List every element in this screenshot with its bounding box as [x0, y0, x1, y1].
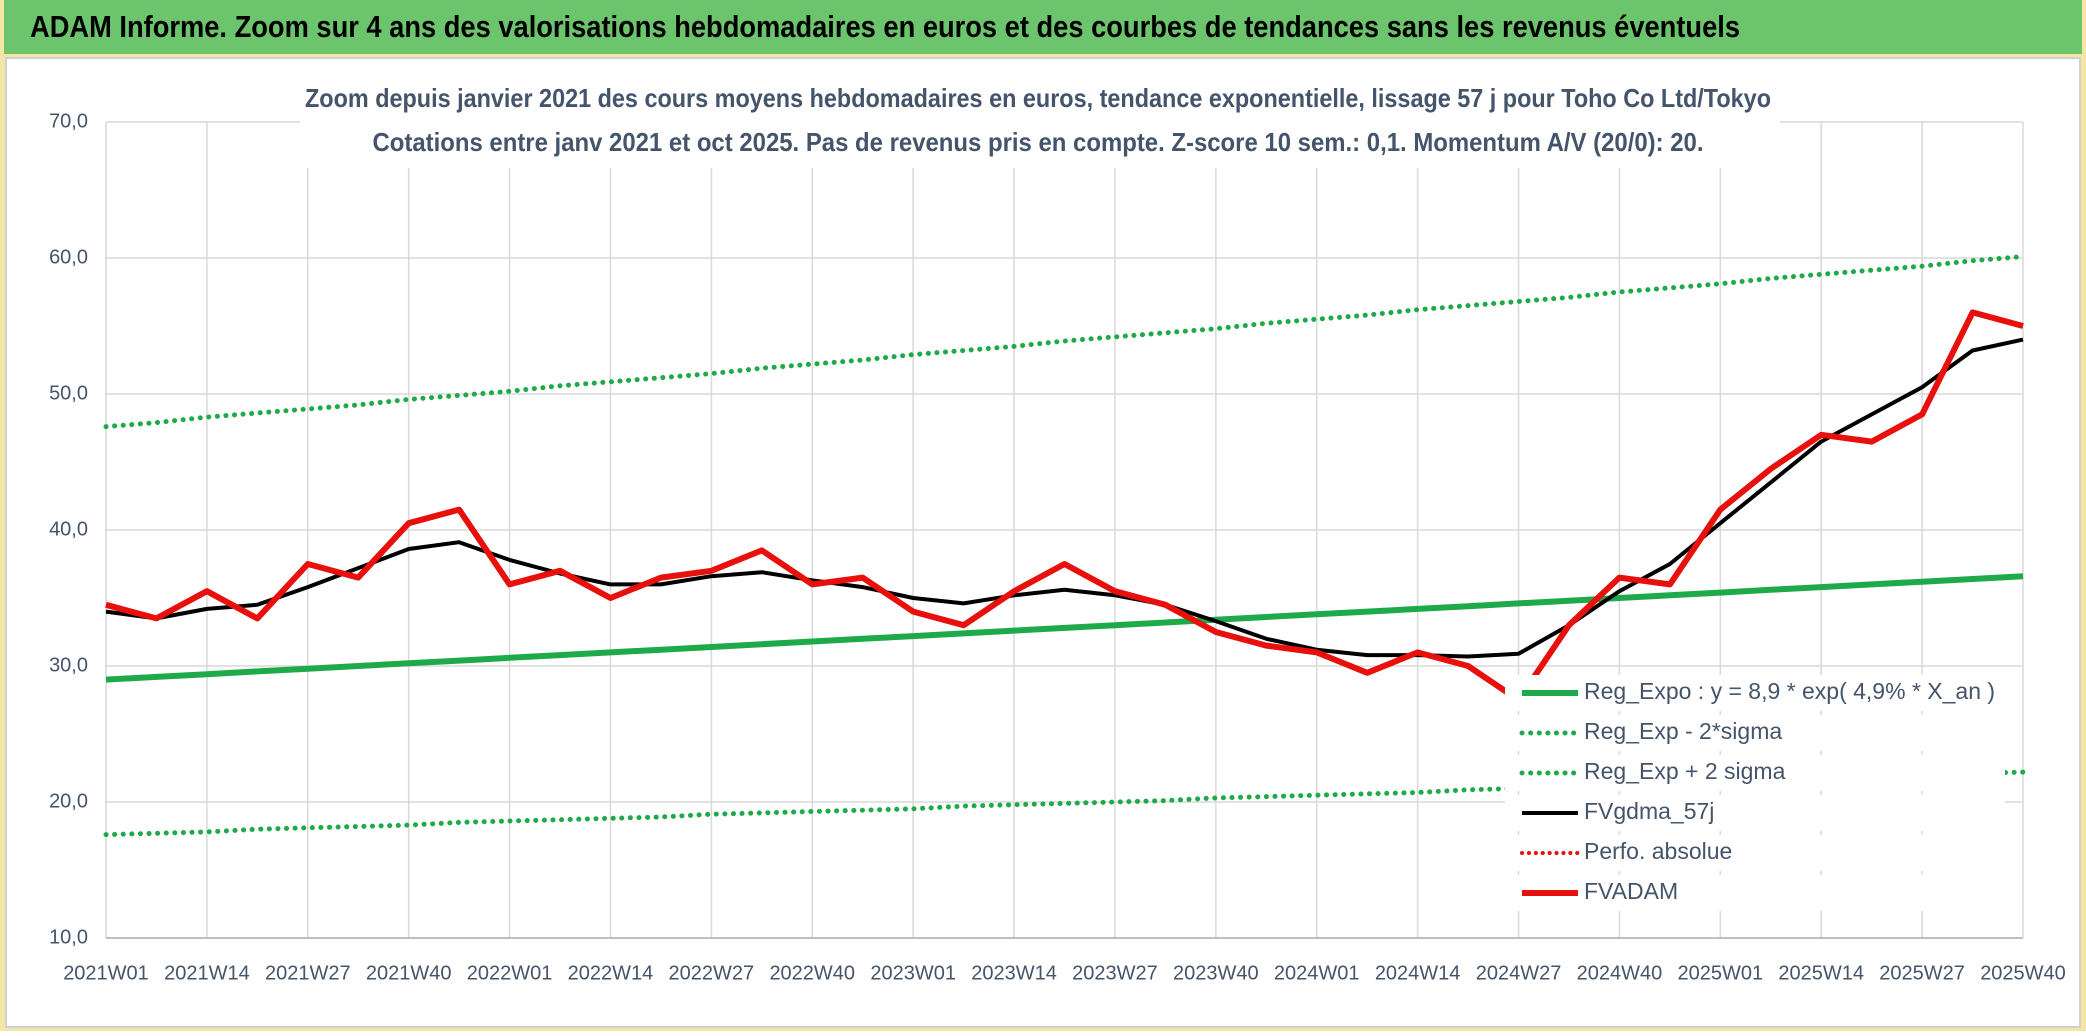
y-tick-label: 30,0 — [49, 654, 88, 676]
legend-backdrop — [1505, 795, 2005, 831]
chart-subtitle: Cotations entre janv 2021 et oct 2025. P… — [373, 127, 1704, 157]
x-tick-label: 2021W01 — [63, 962, 149, 984]
legend: Reg_Expo : y = 8,9 * exp( 4,9% * X_an ) R… — [1505, 675, 2005, 911]
y-tick-label: 10,0 — [49, 926, 88, 948]
title-backdrop — [300, 80, 1780, 168]
x-tick-label: 2021W14 — [164, 962, 250, 984]
chart-title: Zoom depuis janvier 2021 des cours moyen… — [305, 83, 1771, 113]
x-tick-label: 2023W40 — [1173, 962, 1259, 984]
header-title: ADAM Informe. Zoom sur 4 ans des valoris… — [30, 9, 1740, 44]
legend-label: Reg_Exp + 2 sigma — [1584, 758, 1786, 784]
x-tick-label: 2022W14 — [568, 962, 654, 984]
x-tick-label: 2024W01 — [1274, 962, 1360, 984]
y-tick-label: 50,0 — [49, 382, 88, 404]
x-tick-label: 2025W14 — [1778, 962, 1864, 984]
x-tick-label: 2024W27 — [1476, 962, 1562, 984]
x-tick-label: 2022W01 — [467, 962, 553, 984]
x-tick-label: 2021W40 — [366, 962, 452, 984]
grid — [105, 121, 2024, 939]
legend-label: FVgdma_57j — [1584, 798, 1714, 824]
series-line — [103, 254, 2026, 430]
y-tick-label: 40,0 — [49, 518, 88, 540]
legend-label: Reg_Expo : y = 8,9 * exp( 4,9% * X_an ) — [1584, 678, 1995, 704]
legend-backdrop — [1505, 835, 2005, 871]
legend-label: Perfo. absolue — [1584, 838, 1732, 864]
x-tick-label: 2022W27 — [669, 962, 755, 984]
x-tick-label: 2024W14 — [1375, 962, 1461, 984]
x-tick-label: 2025W27 — [1879, 962, 1965, 984]
x-tick-label: 2025W01 — [1678, 962, 1764, 984]
y-tick-label: 20,0 — [49, 790, 88, 812]
legend-backdrop — [1505, 675, 2005, 711]
x-tick-label: 2022W40 — [769, 962, 855, 984]
header-bar — [4, 0, 2082, 54]
legend-label: FVADAM — [1584, 878, 1678, 904]
legend-backdrop — [1505, 715, 2005, 751]
series-line — [105, 309, 2024, 703]
series-line — [105, 573, 2024, 683]
legend-backdrop — [1505, 755, 2005, 791]
x-tick-label: 2024W40 — [1577, 962, 1663, 984]
legend-label: Reg_Exp - 2*sigma — [1584, 718, 1782, 744]
x-tick-label: 2025W40 — [1980, 962, 2066, 984]
x-tick-label: 2023W01 — [870, 962, 956, 984]
x-tick-label: 2023W27 — [1072, 962, 1158, 984]
y-tick-label: 60,0 — [49, 246, 88, 268]
x-tick-label: 2021W27 — [265, 962, 351, 984]
x-tick-label: 2023W14 — [971, 962, 1057, 984]
y-tick-label: 70,0 — [49, 110, 88, 132]
legend-backdrop — [1505, 875, 2005, 911]
